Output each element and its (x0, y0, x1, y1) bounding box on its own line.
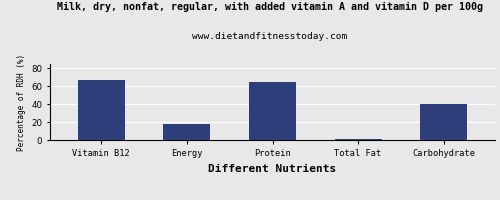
Text: www.dietandfitnesstoday.com: www.dietandfitnesstoday.com (192, 32, 348, 41)
Bar (164, 124, 210, 140)
X-axis label: Different Nutrients: Different Nutrients (208, 164, 336, 174)
Bar (249, 82, 296, 140)
Text: Milk, dry, nonfat, regular, with added vitamin A and vitamin D per 100g: Milk, dry, nonfat, regular, with added v… (57, 2, 483, 12)
Bar (420, 104, 467, 140)
Bar (78, 80, 125, 140)
Bar (334, 139, 382, 140)
Y-axis label: Percentage of RDH (%): Percentage of RDH (%) (17, 53, 26, 151)
